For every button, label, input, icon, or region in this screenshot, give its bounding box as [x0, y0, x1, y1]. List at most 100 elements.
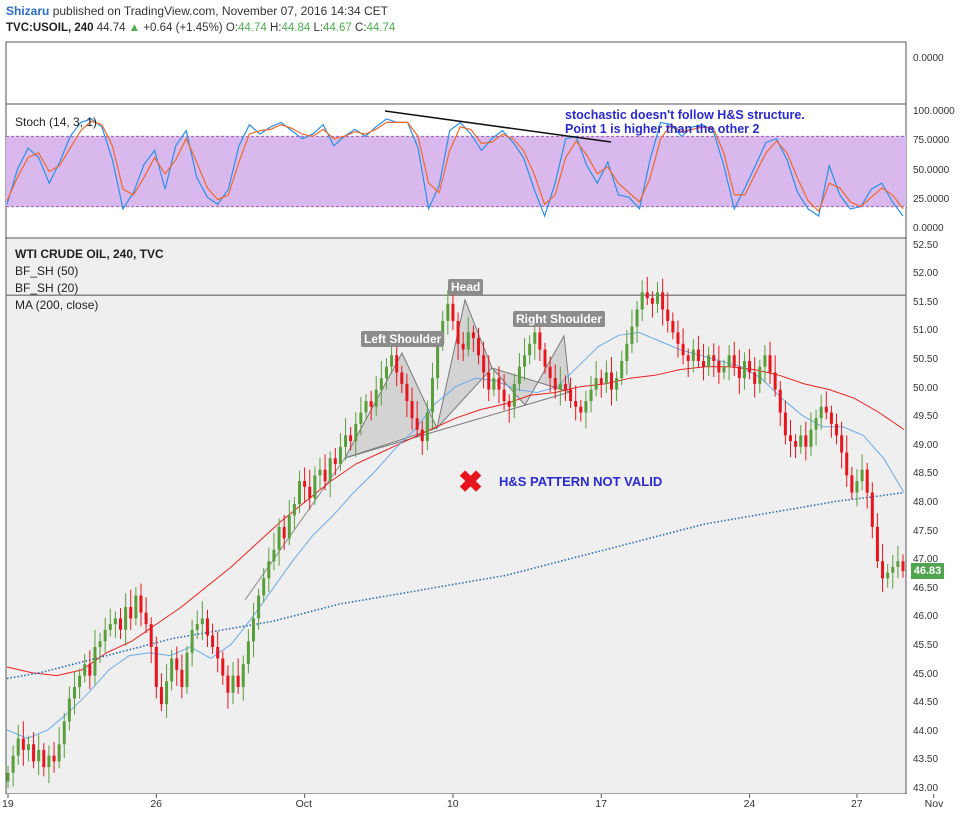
candle-bear	[497, 378, 501, 390]
candle-bull	[763, 355, 767, 367]
candle-bear	[42, 749, 46, 768]
candle-bull	[359, 412, 363, 424]
candle-bear	[119, 618, 123, 630]
stoch-label: Stoch (14, 3, 1)	[15, 115, 98, 129]
stoch-tick-label: 75.0000	[913, 135, 950, 147]
candle-bear	[599, 378, 603, 384]
candle-bull	[108, 624, 112, 630]
candle-bull	[896, 561, 900, 567]
candle-bear	[753, 372, 757, 384]
candle-bull	[446, 303, 450, 321]
candle-bull	[384, 366, 388, 379]
candle-bear	[569, 389, 573, 402]
price-tick-label: 47.50	[913, 525, 939, 537]
candle-bear	[282, 526, 286, 539]
candle-bear	[850, 475, 854, 493]
last-price: 44.74	[96, 22, 126, 34]
candle-bear	[865, 469, 869, 493]
candle-bear	[236, 675, 240, 688]
candle-bull	[533, 332, 537, 344]
candle-bear	[349, 435, 353, 442]
candle-bull	[246, 641, 250, 665]
candle-bull	[855, 481, 859, 493]
candle-bull	[62, 721, 66, 745]
candle-bull	[589, 389, 593, 402]
candle-bear	[845, 452, 849, 476]
time-tick-label: 19	[2, 798, 14, 810]
candle-bull	[691, 349, 695, 361]
candle-bear	[369, 401, 373, 407]
time-tick-label: 17	[595, 798, 607, 810]
candle-bear	[205, 618, 209, 636]
price-tick-label: 45.00	[913, 668, 939, 680]
stoch-d-line	[6, 120, 904, 213]
price-tick-label: 47.00	[913, 554, 939, 566]
candle-bull	[799, 435, 803, 447]
candle-bull	[425, 412, 429, 442]
hs-pattern-shape	[343, 351, 438, 459]
candle-bear	[303, 481, 307, 487]
candle-bear	[308, 486, 312, 499]
candle-bear	[456, 320, 460, 344]
candle-bull	[16, 738, 20, 756]
candle-bear	[487, 372, 491, 390]
candle-bull	[758, 366, 762, 384]
pattern-leadin-line	[244, 457, 346, 601]
stoch-tick-label: 0.0000	[913, 223, 944, 234]
candle-bear	[175, 658, 179, 670]
candle-bear	[681, 343, 685, 356]
price-tick-label: 50.50	[913, 354, 939, 365]
candle-bull	[635, 309, 639, 327]
high-label: H:	[269, 22, 282, 34]
open-value: 44.74	[237, 22, 267, 34]
price-axis	[906, 42, 970, 794]
candle-bear	[543, 349, 547, 367]
candle-bull	[640, 292, 644, 310]
price-tick-label: 52.50	[913, 239, 939, 251]
candle-bear	[507, 401, 511, 407]
candle-bear	[144, 612, 148, 625]
candle-bull	[891, 566, 895, 573]
candle-bull	[257, 595, 261, 619]
price-tick-label: 43.00	[913, 783, 939, 794]
candle-bull	[231, 675, 235, 693]
candle-bear	[579, 406, 583, 413]
right-shoulder-label: Right Shoulder	[513, 311, 605, 327]
candle-bull	[287, 515, 291, 539]
candle-bull	[185, 652, 189, 688]
candle-bear	[21, 738, 25, 750]
candle-bear	[881, 561, 885, 579]
candle-bull	[742, 361, 746, 379]
candle-bear	[129, 606, 133, 619]
candle-bear	[875, 526, 879, 562]
candle-bear	[323, 469, 327, 482]
candle-bear	[835, 423, 839, 436]
candle-bear	[420, 429, 424, 442]
candle-bear	[712, 355, 716, 361]
candle-bear	[52, 755, 56, 762]
candle-bear	[676, 332, 680, 344]
price-tick-label: 50.00	[913, 382, 939, 394]
candle-bear	[870, 492, 874, 527]
candle-bear	[696, 349, 700, 361]
author-link[interactable]: Shizaru	[6, 4, 50, 18]
price-tick-label: 48.50	[913, 468, 939, 480]
candle-bear	[732, 355, 736, 367]
candle-bull	[512, 383, 516, 407]
candle-bear	[609, 372, 613, 390]
candle-bull	[354, 423, 358, 442]
low-label: L:	[313, 22, 324, 34]
candle-bull	[262, 578, 266, 596]
candle-bull	[6, 772, 10, 782]
candle-bull	[298, 481, 302, 504]
candle-bear	[471, 332, 475, 339]
candle-bull	[103, 629, 107, 642]
candle-bull	[604, 372, 608, 384]
candle-bear	[88, 664, 92, 676]
candle-bear	[451, 303, 455, 321]
candle-bear	[829, 412, 833, 424]
candle-bear	[794, 441, 798, 447]
candle-bull	[492, 378, 496, 390]
candle-bull	[134, 595, 138, 619]
